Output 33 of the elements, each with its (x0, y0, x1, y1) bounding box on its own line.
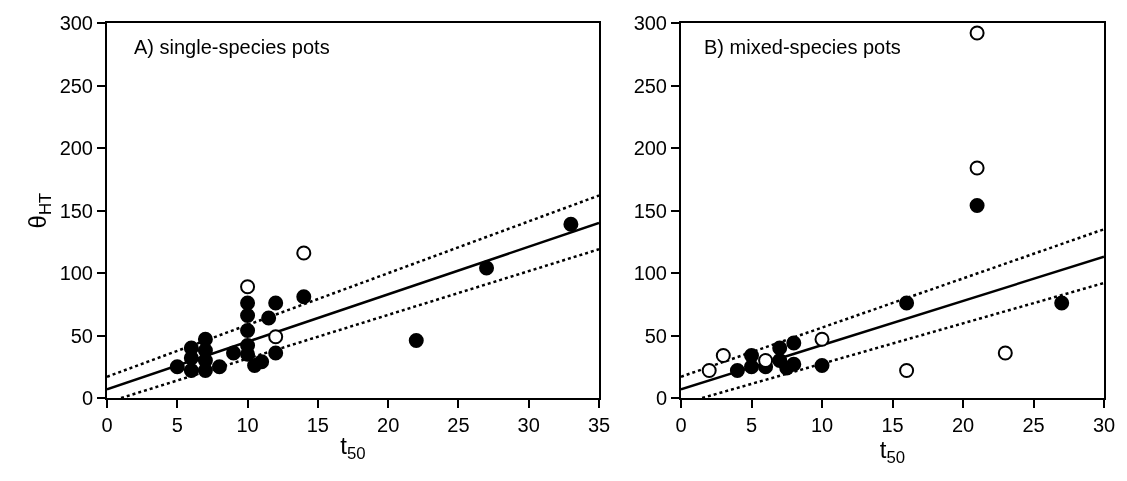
y-tick-label: 150 (59, 199, 93, 222)
y-tick-label: 300 (59, 12, 93, 34)
y-tick-label: 100 (59, 262, 93, 284)
y-tick-label: 200 (59, 137, 93, 159)
x-tick-label: 30 (1092, 414, 1116, 436)
x-tick-label: 20 (951, 414, 975, 436)
y-tick-label: 0 (81, 387, 93, 409)
y-tick-label: 50 (644, 324, 667, 347)
y-tick-label: 150 (633, 199, 667, 222)
x-tick-label: 20 (377, 414, 400, 436)
y-tick-label: 250 (633, 74, 667, 97)
y-tick-label: 250 (59, 74, 93, 97)
annotation: B) mixed-species pots (704, 36, 901, 58)
x-tick-label: 15 (881, 414, 904, 436)
y-tick-label: 200 (633, 137, 667, 159)
annotation: A) single-species pots (134, 36, 330, 58)
x-tick-label: 0 (675, 414, 687, 436)
x-tick-label: 5 (745, 414, 758, 436)
y-tick-label: 100 (633, 262, 667, 284)
x-tick-label: 25 (447, 414, 470, 436)
x-tick-label: 0 (101, 414, 113, 436)
x-tick-label: 5 (171, 414, 183, 436)
x-axis-title: t$_{50}$ (879, 436, 906, 468)
x-tick-label: 25 (1022, 414, 1045, 436)
x-tick-label: 30 (517, 414, 540, 436)
y-tick-label: 50 (70, 324, 93, 347)
x-tick-label: 15 (306, 414, 329, 436)
x-axis-title: t$_{50}$ (340, 431, 366, 463)
x-tick-label: 35 (587, 414, 611, 436)
x-tick-label: 10 (810, 414, 834, 436)
x-tick-label: 10 (236, 414, 259, 436)
y-tick-label: 0 (655, 387, 667, 409)
y-tick-label: 300 (633, 12, 667, 34)
